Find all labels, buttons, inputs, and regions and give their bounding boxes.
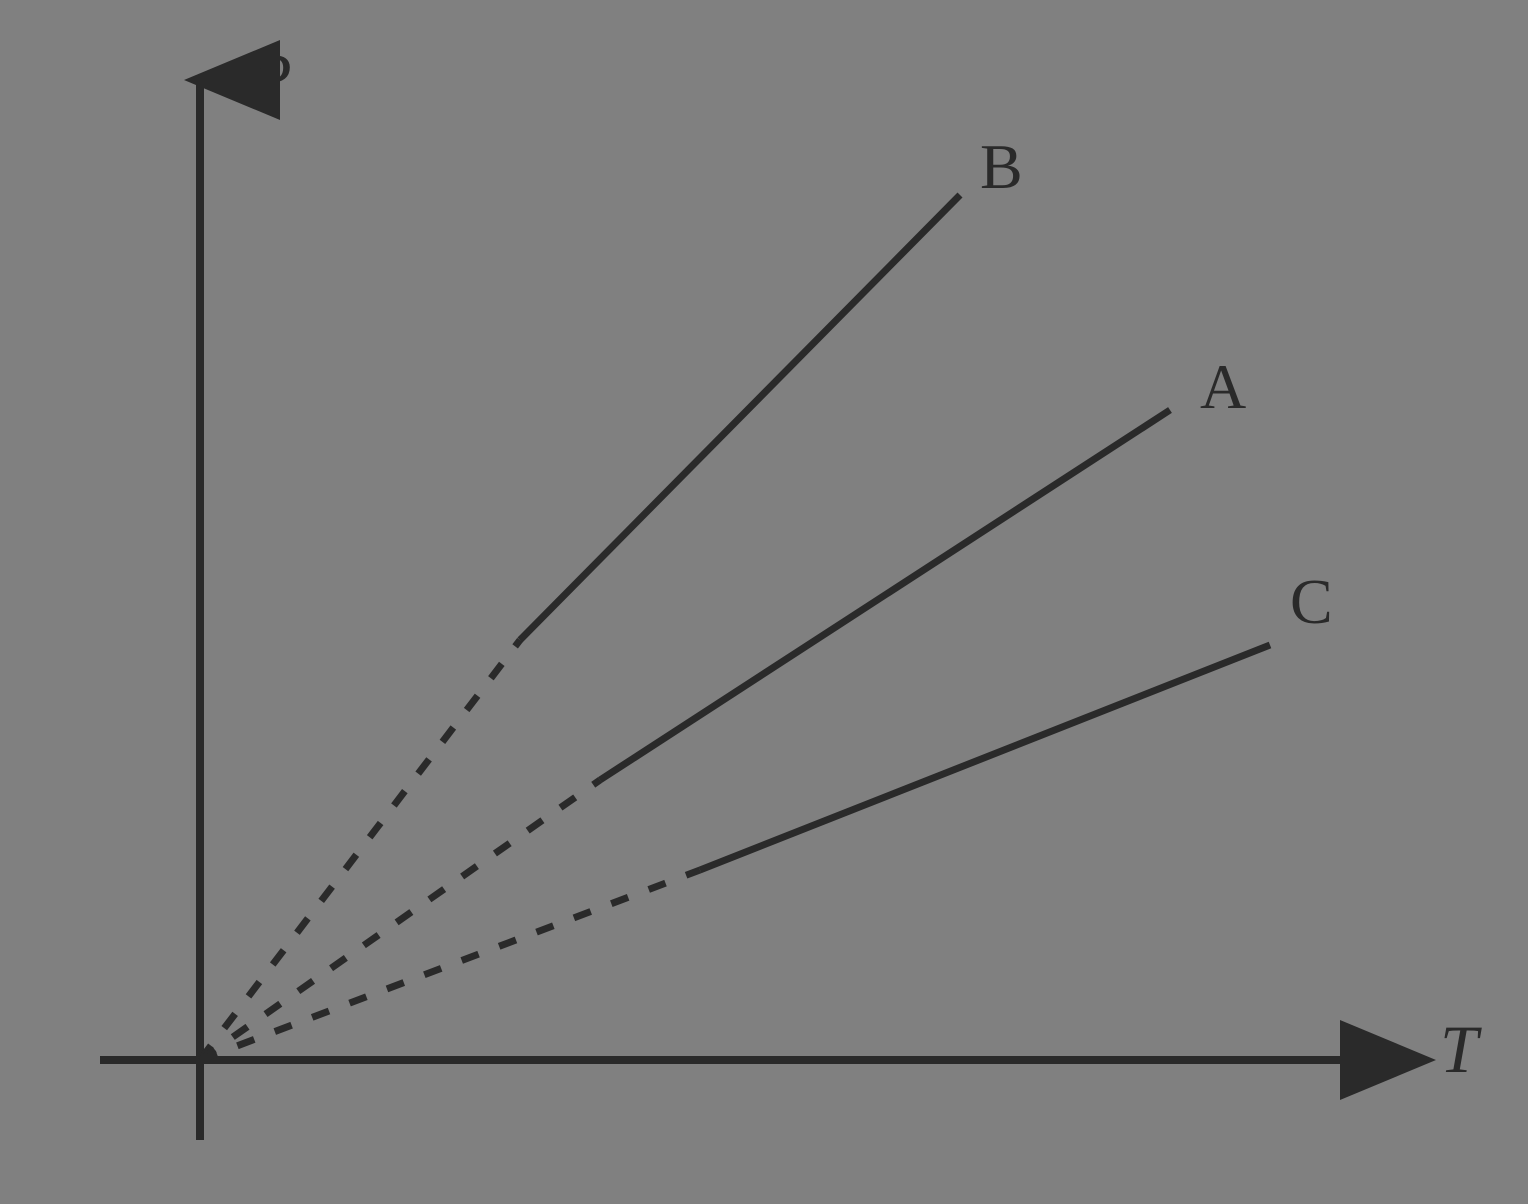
line-label-c: C: [1290, 565, 1333, 639]
line-label-b: B: [980, 130, 1023, 204]
y-axis-label: P: [250, 38, 292, 117]
x-axis-label: T: [1440, 1010, 1478, 1089]
line-b-solid: [520, 195, 960, 640]
line-label-a: A: [1200, 350, 1246, 424]
line-a-dashed: [200, 780, 600, 1060]
line-c-solid: [700, 645, 1270, 870]
line-a-solid: [600, 410, 1170, 780]
pt-chart: P T B A C: [0, 0, 1528, 1204]
